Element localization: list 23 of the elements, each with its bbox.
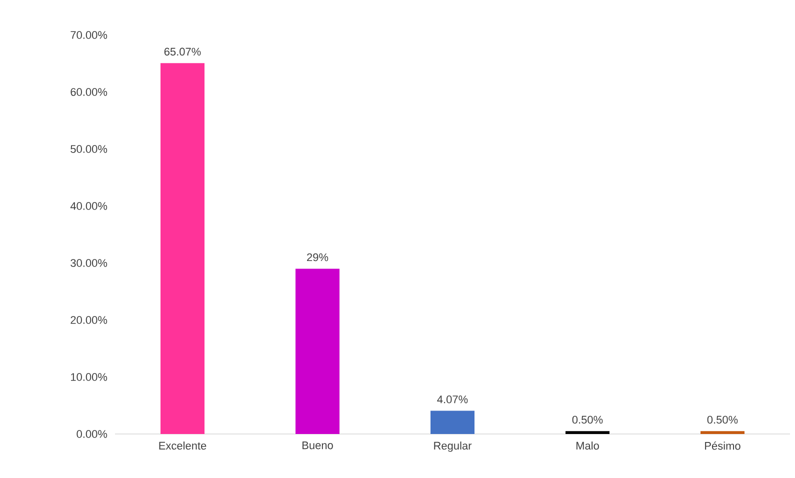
- y-tick-label: 20.00%: [70, 316, 108, 324]
- bar: [430, 410, 474, 434]
- data-label: 29%: [307, 253, 328, 262]
- bar: [296, 268, 340, 434]
- x-tick-label: Bueno: [302, 442, 333, 450]
- bar: [700, 431, 744, 434]
- x-tick-label: Regular: [434, 442, 472, 452]
- bar: [566, 431, 610, 434]
- data-label: 0.50%: [707, 416, 738, 424]
- data-label: 4.07%: [437, 395, 468, 404]
- data-label: 0.50%: [572, 416, 603, 424]
- y-tick-label: 60.00%: [70, 88, 108, 96]
- x-tick-label: Pésimo: [705, 442, 740, 450]
- y-tick-label: 10.00%: [71, 373, 108, 381]
- y-tick-label: 40.00%: [70, 202, 108, 210]
- y-tick-label: 30.00%: [70, 259, 108, 267]
- x-tick-label: Malo: [576, 442, 599, 450]
- y-tick-label: 50.00%: [70, 145, 108, 153]
- bar: [160, 63, 205, 434]
- data-label: 65.07%: [164, 48, 201, 56]
- y-tick-label: 0.00%: [76, 430, 108, 438]
- y-tick-label: 70.00%: [70, 31, 108, 39]
- x-tick-label: Excelente: [159, 442, 206, 450]
